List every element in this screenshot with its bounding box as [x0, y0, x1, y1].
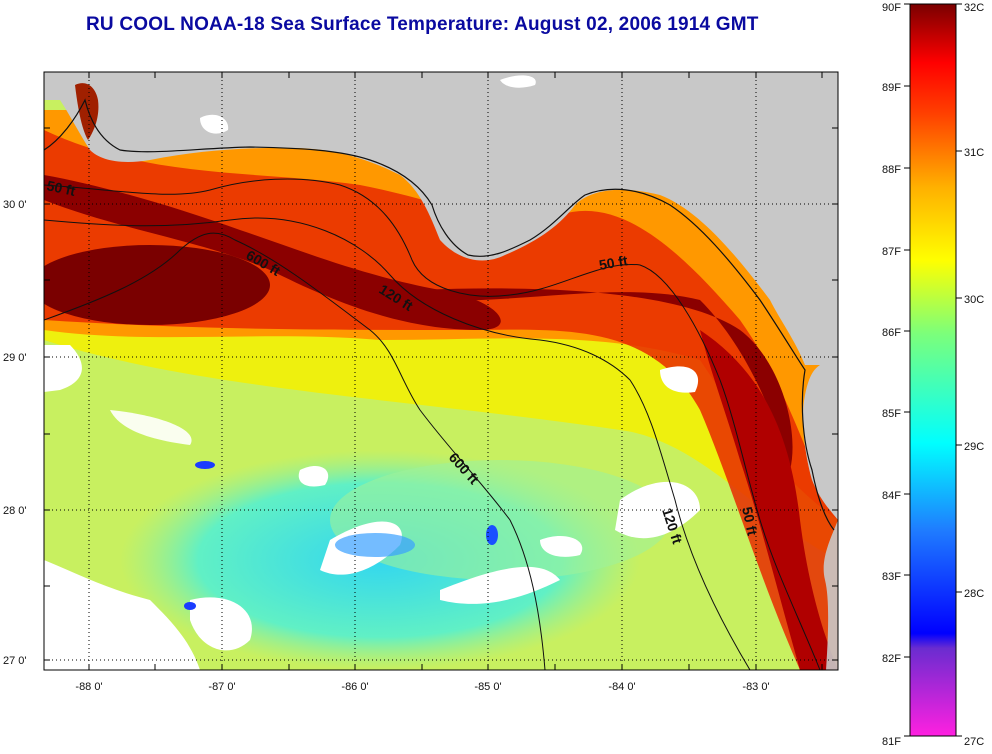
- colorbar-c-label: 30C: [964, 294, 984, 306]
- colorbar: [909, 3, 957, 737]
- lon-label-84: -84 0': [608, 681, 635, 693]
- colorbar-f-label: 90F: [882, 2, 901, 14]
- lon-label-83: -83 0': [742, 681, 769, 693]
- colorbar-f-label: 88F: [882, 164, 901, 176]
- colorbar-f-label: 85F: [882, 408, 901, 420]
- lat-label-28: 28 0': [3, 505, 27, 517]
- colorbar-f-label: 86F: [882, 327, 901, 339]
- lon-label-87: -87 0': [208, 681, 235, 693]
- colorbar-f-label: 82F: [882, 653, 901, 665]
- contour-label: 50 ft: [45, 177, 77, 199]
- contour-label: 50 ft: [739, 505, 761, 537]
- colorbar-c-label: 27C: [964, 736, 984, 748]
- graticule: [44, 72, 838, 670]
- colorbar-ticks: [904, 3, 962, 737]
- contour-label: 50 ft: [598, 252, 629, 273]
- colorbar-f-label: 81F: [882, 736, 901, 748]
- lon-label-85: -85 0': [474, 681, 501, 693]
- lon-label-88: -88 0': [75, 681, 102, 693]
- lat-label-29: 29 0': [3, 352, 27, 364]
- axis-ticks: [44, 72, 838, 670]
- lon-label-86: -86 0': [341, 681, 368, 693]
- colorbar-f-label: 84F: [882, 490, 901, 502]
- chart-title: RU COOL NOAA-18 Sea Surface Temperature:…: [86, 14, 759, 35]
- colorbar-f-label: 89F: [882, 82, 901, 94]
- colorbar-f-label: 87F: [882, 246, 901, 258]
- colorbar-f-label: 83F: [882, 571, 901, 583]
- colorbar-c-label: 28C: [964, 588, 984, 600]
- colorbar-c-label: 31C: [964, 147, 984, 159]
- map-plot-area: [44, 72, 838, 670]
- map-frame: [43, 71, 839, 671]
- colorbar-c-label: 32C: [964, 2, 984, 14]
- lat-label-30: 30 0': [3, 199, 27, 211]
- colorbar-c-label: 29C: [964, 441, 984, 453]
- lat-label-27: 27 0': [3, 655, 27, 667]
